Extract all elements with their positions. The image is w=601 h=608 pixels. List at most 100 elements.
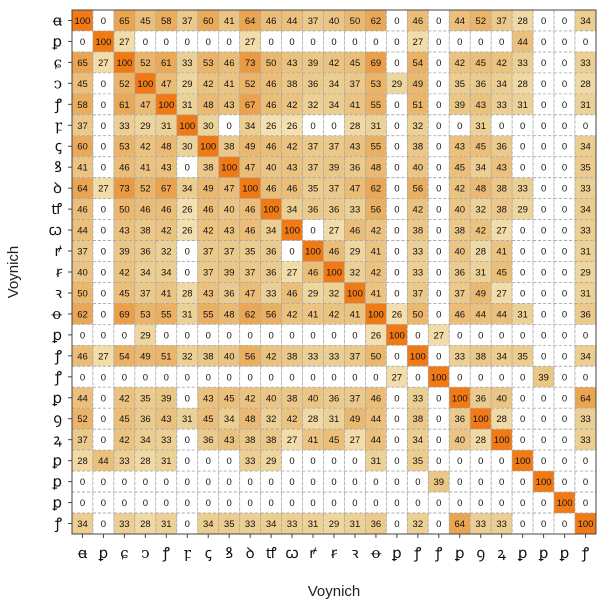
cell-value-label: 46 xyxy=(140,205,151,216)
cell-value-label: 37 xyxy=(77,247,88,258)
y-tick-label: ɕ xyxy=(54,53,62,71)
cell-value-label: 35 xyxy=(308,184,319,195)
cell-value-label: 0 xyxy=(541,330,546,341)
cell-value-label: 0 xyxy=(164,498,169,509)
cell-value-label: 0 xyxy=(436,100,441,111)
cell-value-label: 33 xyxy=(496,100,507,111)
cell-value-label: 39 xyxy=(434,477,445,488)
cell-value-label: 31 xyxy=(329,414,340,425)
cell-value-label: 100 xyxy=(263,205,279,216)
x-tick-label: ꬰ xyxy=(78,544,88,562)
cell-value-label: 0 xyxy=(478,498,483,509)
cell-value-label: 34 xyxy=(140,268,151,279)
cell-value-label: 0 xyxy=(80,477,85,488)
cell-value-label: 36 xyxy=(454,268,465,279)
cell-value-label: 0 xyxy=(101,163,106,174)
cell-value-label: 46 xyxy=(371,393,382,404)
x-tick-label: ꝑ xyxy=(98,544,109,562)
cell-value-label: 0 xyxy=(80,498,85,509)
cell-value-label: 49 xyxy=(413,79,424,90)
cell-value-label: 28 xyxy=(475,435,486,446)
cell-value-label: 40 xyxy=(77,268,88,279)
cell-value-label: 52 xyxy=(119,79,130,90)
cell-value-label: 36 xyxy=(496,142,507,153)
cell-value-label: 34 xyxy=(245,121,256,132)
cell-value-label: 0 xyxy=(122,372,127,383)
cell-value-label: 29 xyxy=(308,288,319,299)
cell-value-label: 0 xyxy=(101,393,106,404)
cell-value-label: 0 xyxy=(499,372,504,383)
cell-value-label: 39 xyxy=(161,393,172,404)
cell-value-label: 0 xyxy=(562,16,567,27)
cell-value-label: 52 xyxy=(140,184,151,195)
cell-value-label: 36 xyxy=(140,247,151,258)
cell-value-label: 43 xyxy=(287,163,298,174)
cell-value-label: 69 xyxy=(371,58,382,69)
cell-value-label: 42 xyxy=(287,142,298,153)
cell-value-label: 27 xyxy=(392,372,403,383)
cell-value-label: 0 xyxy=(289,247,294,258)
y-tick-label: ꝑ xyxy=(51,473,62,491)
cell-value-label: 0 xyxy=(436,16,441,27)
cell-value-label: 43 xyxy=(203,288,214,299)
cell-value-label: 0 xyxy=(499,477,504,488)
cell-value-label: 100 xyxy=(473,414,489,425)
cell-value-label: 0 xyxy=(583,498,588,509)
cell-value-label: 0 xyxy=(310,456,315,467)
cell-value-label: 0 xyxy=(436,498,441,509)
cell-value-label: 41 xyxy=(350,309,361,320)
cell-value-label: 0 xyxy=(520,330,525,341)
cell-value-label: 0 xyxy=(289,372,294,383)
cell-value-label: 69 xyxy=(119,309,130,320)
cell-value-label: 0 xyxy=(541,100,546,111)
cell-value-label: 36 xyxy=(454,414,465,425)
cell-value-label: 33 xyxy=(161,435,172,446)
cell-value-label: 55 xyxy=(371,142,382,153)
cell-value-label: 31 xyxy=(182,309,193,320)
cell-value-label: 46 xyxy=(266,79,277,90)
cell-value-label: 62 xyxy=(77,309,88,320)
cell-value-label: 31 xyxy=(161,121,172,132)
cell-value-label: 0 xyxy=(101,309,106,320)
x-tick-label: ꞧ xyxy=(331,544,338,562)
cell-value-label: 31 xyxy=(350,519,361,530)
cell-value-label: 56 xyxy=(245,351,256,362)
cell-value-label: 0 xyxy=(436,456,441,467)
cell-value-label: 62 xyxy=(371,16,382,27)
cell-value-label: 33 xyxy=(580,226,591,237)
cell-value-label: 0 xyxy=(310,498,315,509)
cell-value-label: 44 xyxy=(77,393,88,404)
cell-value-label: 43 xyxy=(224,435,235,446)
cell-value-label: 0 xyxy=(499,37,504,48)
cell-value-label: 0 xyxy=(143,477,148,488)
x-tick-label: ꝭ xyxy=(162,544,170,562)
cell-value-label: 37 xyxy=(245,268,256,279)
cell-value-label: 0 xyxy=(352,330,357,341)
cell-value-label: 0 xyxy=(457,498,462,509)
cell-value-label: 53 xyxy=(371,79,382,90)
cell-value-label: 0 xyxy=(436,288,441,299)
x-tick-label: ꝑ xyxy=(391,544,402,562)
cell-value-label: 41 xyxy=(161,288,172,299)
cell-value-label: 41 xyxy=(77,163,88,174)
cell-value-label: 27 xyxy=(98,58,109,69)
cell-value-label: 0 xyxy=(101,288,106,299)
cell-value-label: 27 xyxy=(287,435,298,446)
cell-value-label: 55 xyxy=(371,100,382,111)
cell-value-label: 0 xyxy=(436,205,441,216)
cell-value-label: 0 xyxy=(436,268,441,279)
cell-value-label: 34 xyxy=(140,435,151,446)
cell-value-label: 35 xyxy=(224,519,235,530)
cell-value-label: 0 xyxy=(289,456,294,467)
x-tick-label: ꝯ xyxy=(476,544,485,562)
cell-value-label: 0 xyxy=(436,351,441,362)
cell-value-label: 28 xyxy=(475,247,486,258)
cell-value-label: 46 xyxy=(224,58,235,69)
cell-value-label: 38 xyxy=(413,414,424,425)
cell-value-label: 67 xyxy=(245,100,256,111)
cell-value-label: 0 xyxy=(562,393,567,404)
cell-value-label: 62 xyxy=(245,309,256,320)
y-tick-label: ꬰ xyxy=(53,11,63,29)
cell-value-label: 33 xyxy=(119,519,130,530)
cell-value-label: 36 xyxy=(329,205,340,216)
